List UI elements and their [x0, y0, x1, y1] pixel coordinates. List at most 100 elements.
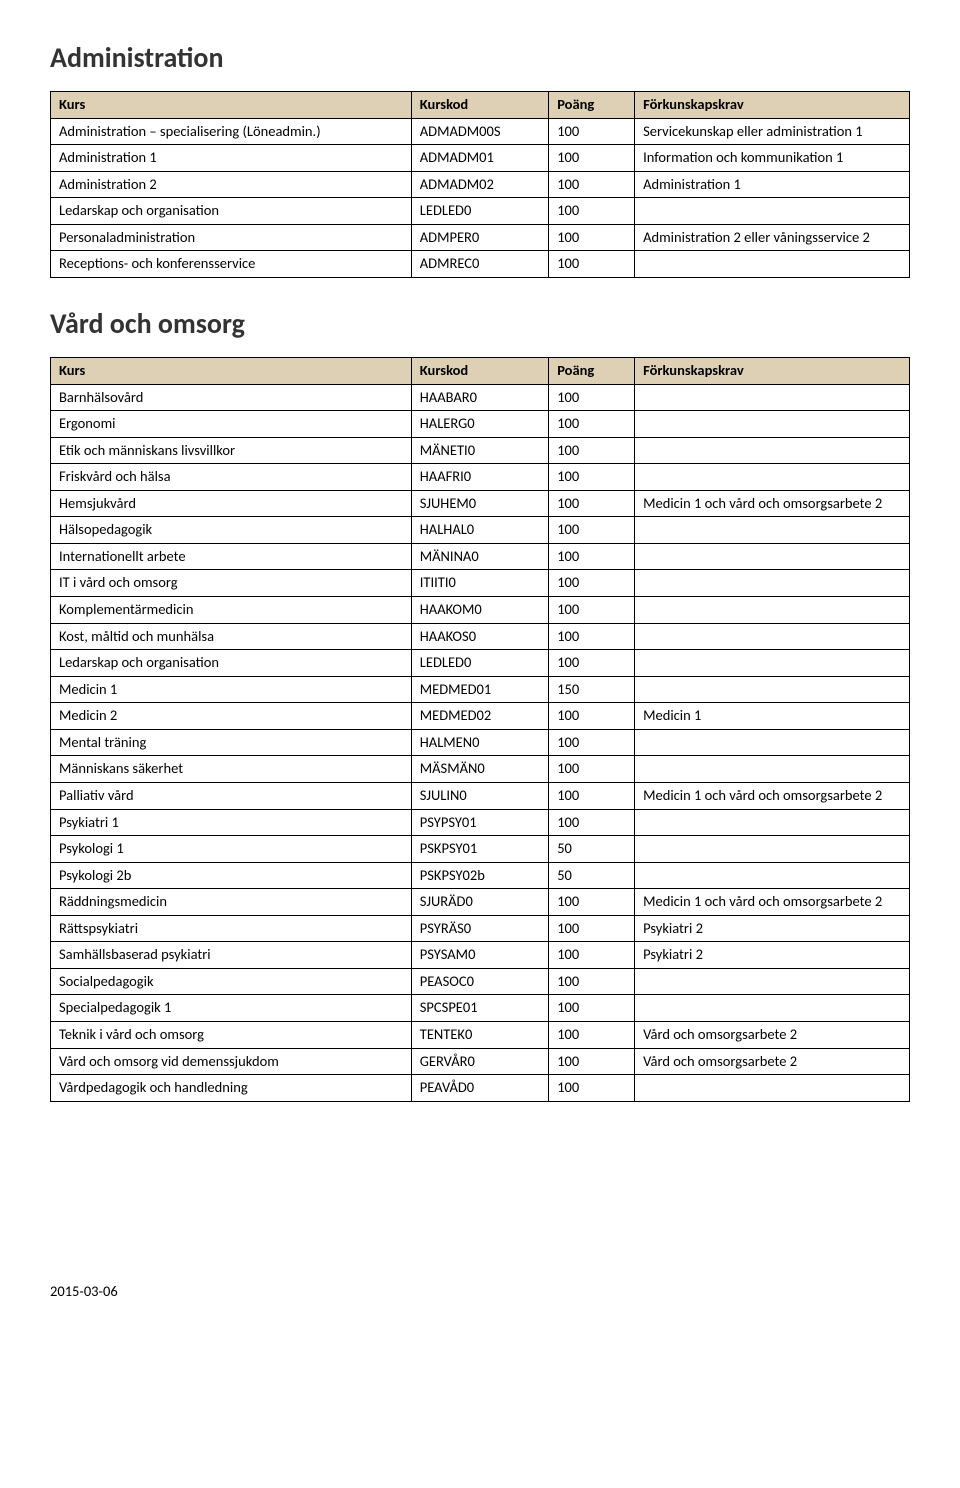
cell-forkunskapskrav	[635, 968, 910, 995]
cell-forkunskapskrav	[635, 729, 910, 756]
cell-poang: 100	[549, 1075, 635, 1102]
table-row: Vård och omsorg vid demenssjukdomGERVÅR0…	[51, 1048, 910, 1075]
cell-forkunskapskrav	[635, 995, 910, 1022]
cell-forkunskapskrav: Vård och omsorgsarbete 2	[635, 1022, 910, 1049]
table-row: Samhällsbaserad psykiatriPSYSAM0100Psyki…	[51, 942, 910, 969]
cell-poang: 100	[549, 171, 635, 198]
cell-kurskod: MEDMED02	[411, 703, 548, 730]
cell-kurskod: TENTEK0	[411, 1022, 548, 1049]
cell-kurskod: PSYPSY01	[411, 809, 548, 836]
table-row: Psykologi 1PSKPSY0150	[51, 836, 910, 863]
cell-kurskod: PEAVÅD0	[411, 1075, 548, 1102]
cell-poang: 100	[549, 570, 635, 597]
cell-forkunskapskrav	[635, 570, 910, 597]
table-row: KomplementärmedicinHAAKOM0100	[51, 597, 910, 624]
cell-forkunskapskrav	[635, 809, 910, 836]
cell-forkunskapskrav	[635, 384, 910, 411]
cell-forkunskapskrav	[635, 597, 910, 624]
cell-poang: 100	[549, 464, 635, 491]
cell-kurskod: MÄNETI0	[411, 437, 548, 464]
cell-kurskod: HALHAL0	[411, 517, 548, 544]
table-row: HemsjukvårdSJUHEM0100Medicin 1 och vård …	[51, 490, 910, 517]
cell-kurs: Ergonomi	[51, 411, 412, 438]
cell-kurskod: ADMADM02	[411, 171, 548, 198]
table-row: Administration – specialisering (Löneadm…	[51, 118, 910, 145]
table-row: Medicin 2MEDMED02100Medicin 1	[51, 703, 910, 730]
cell-kurs: Ledarskap och organisation	[51, 650, 412, 677]
cell-forkunskapskrav	[635, 862, 910, 889]
cell-forkunskapskrav: Servicekunskap eller administration 1	[635, 118, 910, 145]
cell-poang: 100	[549, 889, 635, 916]
cell-poang: 100	[549, 942, 635, 969]
cell-kurs: Personaladministration	[51, 224, 412, 251]
cell-forkunskapskrav: Medicin 1	[635, 703, 910, 730]
table-row: Etik och människans livsvillkorMÄNETI010…	[51, 437, 910, 464]
cell-kurs: Administration 1	[51, 145, 412, 172]
table-vard-och-omsorg: Kurs Kurskod Poäng Förkunskapskrav Barnh…	[50, 357, 910, 1102]
cell-kurskod: SPCSPE01	[411, 995, 548, 1022]
cell-forkunskapskrav	[635, 1075, 910, 1102]
cell-poang: 100	[549, 411, 635, 438]
cell-poang: 100	[549, 756, 635, 783]
cell-kurs: Barnhälsovård	[51, 384, 412, 411]
cell-kurskod: SJURÄD0	[411, 889, 548, 916]
cell-poang: 100	[549, 224, 635, 251]
cell-kurskod: ADMREC0	[411, 251, 548, 278]
cell-poang: 100	[549, 650, 635, 677]
col-poang: Poäng	[549, 92, 635, 119]
col-kurs: Kurs	[51, 357, 412, 384]
cell-forkunskapskrav	[635, 650, 910, 677]
cell-forkunskapskrav: Information och kommunikation 1	[635, 145, 910, 172]
table-row: Ledarskap och organisationLEDLED0100	[51, 198, 910, 225]
cell-poang: 100	[549, 968, 635, 995]
cell-forkunskapskrav: Medicin 1 och vård och omsorgsarbete 2	[635, 782, 910, 809]
cell-kurskod: ITIITI0	[411, 570, 548, 597]
cell-kurs: Psykologi 2b	[51, 862, 412, 889]
cell-kurskod: PSYRÄS0	[411, 915, 548, 942]
table-row: Ledarskap och organisationLEDLED0100	[51, 650, 910, 677]
table-row: SocialpedagogikPEASOC0100	[51, 968, 910, 995]
cell-kurskod: ADMADM01	[411, 145, 548, 172]
table-row: HälsopedagogikHALHAL0100	[51, 517, 910, 544]
cell-kurs: Administration 2	[51, 171, 412, 198]
cell-kurs: Medicin 2	[51, 703, 412, 730]
cell-kurskod: HAABAR0	[411, 384, 548, 411]
cell-kurskod: PSKPSY01	[411, 836, 548, 863]
table-row: RättspsykiatriPSYRÄS0100Psykiatri 2	[51, 915, 910, 942]
cell-forkunskapskrav	[635, 836, 910, 863]
cell-forkunskapskrav	[635, 464, 910, 491]
table-row: ErgonomiHALERG0100	[51, 411, 910, 438]
cell-kurs: Kost, måltid och munhälsa	[51, 623, 412, 650]
cell-kurskod: ADMPER0	[411, 224, 548, 251]
cell-poang: 100	[549, 543, 635, 570]
cell-forkunskapskrav: Administration 2 eller våningsservice 2	[635, 224, 910, 251]
table-row: Kost, måltid och munhälsaHAAKOS0100	[51, 623, 910, 650]
cell-kurs: Hälsopedagogik	[51, 517, 412, 544]
table-row: BarnhälsovårdHAABAR0100	[51, 384, 910, 411]
cell-kurs: Psykiatri 1	[51, 809, 412, 836]
cell-forkunskapskrav	[635, 251, 910, 278]
cell-poang: 100	[549, 118, 635, 145]
table-row: IT i vård och omsorgITIITI0100	[51, 570, 910, 597]
col-kurs: Kurs	[51, 92, 412, 119]
cell-forkunskapskrav	[635, 517, 910, 544]
section-heading-vard-och-omsorg: Vård och omsorg	[50, 306, 910, 341]
cell-forkunskapskrav: Vård och omsorgsarbete 2	[635, 1048, 910, 1075]
table-row: Psykologi 2bPSKPSY02b50	[51, 862, 910, 889]
cell-poang: 100	[549, 198, 635, 225]
cell-kurs: Samhällsbaserad psykiatri	[51, 942, 412, 969]
cell-kurs: Administration – specialisering (Löneadm…	[51, 118, 412, 145]
cell-kurskod: HAAKOS0	[411, 623, 548, 650]
cell-poang: 100	[549, 597, 635, 624]
cell-forkunskapskrav: Psykiatri 2	[635, 942, 910, 969]
cell-kurs: Receptions- och konferensservice	[51, 251, 412, 278]
cell-forkunskapskrav: Medicin 1 och vård och omsorgsarbete 2	[635, 889, 910, 916]
cell-kurs: Etik och människans livsvillkor	[51, 437, 412, 464]
cell-kurskod: SJUHEM0	[411, 490, 548, 517]
cell-poang: 100	[549, 384, 635, 411]
cell-kurs: Människans säkerhet	[51, 756, 412, 783]
cell-kurskod: HALMEN0	[411, 729, 548, 756]
cell-poang: 100	[549, 517, 635, 544]
cell-kurskod: MEDMED01	[411, 676, 548, 703]
cell-poang: 100	[549, 251, 635, 278]
